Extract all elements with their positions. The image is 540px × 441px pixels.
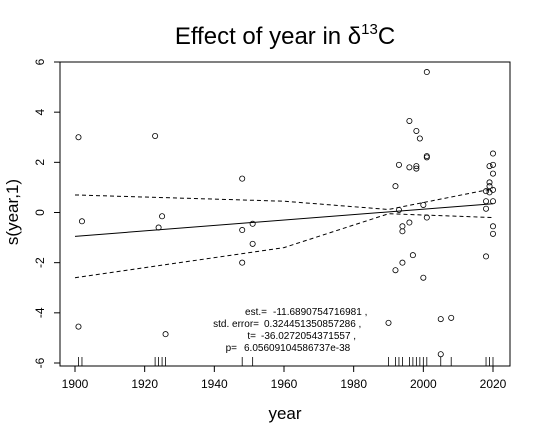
x-axis: 1900 1920 1940 1960 1980 2000 2020 — [62, 365, 507, 391]
data-point — [423, 214, 430, 221]
data-point — [483, 198, 490, 205]
fit-line — [74, 203, 494, 237]
data-point — [75, 134, 82, 141]
y-tick-label: 4 — [33, 109, 47, 116]
stats-annotation: est.= -11.6890754716981 , std. error= 0.… — [213, 307, 367, 354]
data-point — [395, 161, 402, 168]
fit-lines — [74, 188, 494, 279]
data-point — [249, 240, 256, 247]
x-tick-label: 1940 — [201, 377, 228, 391]
data-point — [78, 218, 85, 225]
y-tick-label: -6 — [33, 357, 47, 368]
data-point — [437, 351, 444, 358]
data-point — [162, 331, 169, 338]
t-key: t= — [247, 331, 256, 342]
data-point — [486, 189, 493, 196]
data-point — [486, 183, 493, 190]
data-point — [420, 274, 427, 281]
x-tick-label: 1900 — [62, 377, 89, 391]
y-tick-label: 2 — [33, 159, 47, 166]
confidence-upper-line — [74, 188, 494, 210]
p-key: p= — [226, 343, 238, 354]
x-tick-label: 1980 — [340, 377, 367, 391]
data-point — [399, 228, 406, 235]
data-point — [448, 314, 455, 321]
data-point — [413, 127, 420, 134]
data-point — [406, 117, 413, 124]
data-point — [489, 161, 496, 168]
data-point — [75, 323, 82, 330]
data-point — [385, 319, 392, 326]
data-points — [75, 69, 496, 358]
data-point — [406, 164, 413, 171]
data-point — [437, 316, 444, 323]
est-key: est.= — [245, 307, 267, 318]
data-point — [239, 227, 246, 234]
data-point — [489, 230, 496, 237]
data-point — [486, 179, 493, 186]
confidence-lower-line — [74, 213, 494, 279]
data-point — [489, 223, 496, 230]
x-axis-label: year — [268, 404, 301, 423]
data-point — [483, 253, 490, 260]
data-point — [406, 219, 413, 226]
std-error-key: std. error= — [213, 319, 259, 330]
data-point — [423, 69, 430, 76]
data-point — [423, 154, 430, 161]
data-point — [155, 224, 162, 231]
x-tick-label: 1920 — [131, 377, 158, 391]
p-value: 6.05609104586737e-38 — [244, 343, 351, 354]
data-point — [409, 252, 416, 259]
data-point — [413, 165, 420, 172]
data-point — [483, 188, 490, 195]
chart-title: Effect of year in δ13C — [175, 21, 395, 50]
std-error-value: 0.324451350857286 , — [264, 319, 361, 330]
data-point — [399, 223, 406, 230]
y-axis: -6 -4 -2 0 2 4 6 — [33, 58, 61, 368]
y-tick-label: 0 — [33, 209, 47, 216]
x-tick-label: 2000 — [410, 377, 437, 391]
data-point — [249, 220, 256, 227]
data-point — [159, 213, 166, 220]
data-point — [392, 183, 399, 190]
est-value: -11.6890754716981 , — [273, 307, 367, 318]
x-tick-label: 1960 — [271, 377, 298, 391]
y-tick-label: -2 — [33, 257, 47, 268]
data-point — [489, 186, 496, 193]
data-point — [420, 201, 427, 208]
data-point — [399, 259, 406, 266]
data-point — [489, 170, 496, 177]
y-tick-label: -4 — [33, 307, 47, 318]
rug-ticks — [78, 357, 494, 366]
data-point — [489, 198, 496, 205]
data-point — [395, 206, 402, 213]
data-point — [239, 175, 246, 182]
data-point — [483, 205, 490, 212]
x-tick-label: 2020 — [480, 377, 507, 391]
data-point — [489, 150, 496, 157]
data-point — [486, 163, 493, 170]
data-point — [413, 163, 420, 170]
y-axis-label: s(year,1) — [3, 179, 22, 245]
data-point — [392, 267, 399, 274]
data-point — [239, 259, 246, 266]
y-tick-label: 6 — [33, 58, 47, 65]
t-value: -36.0272054371557 , — [261, 331, 356, 342]
data-point — [152, 132, 159, 139]
data-point — [416, 135, 423, 142]
